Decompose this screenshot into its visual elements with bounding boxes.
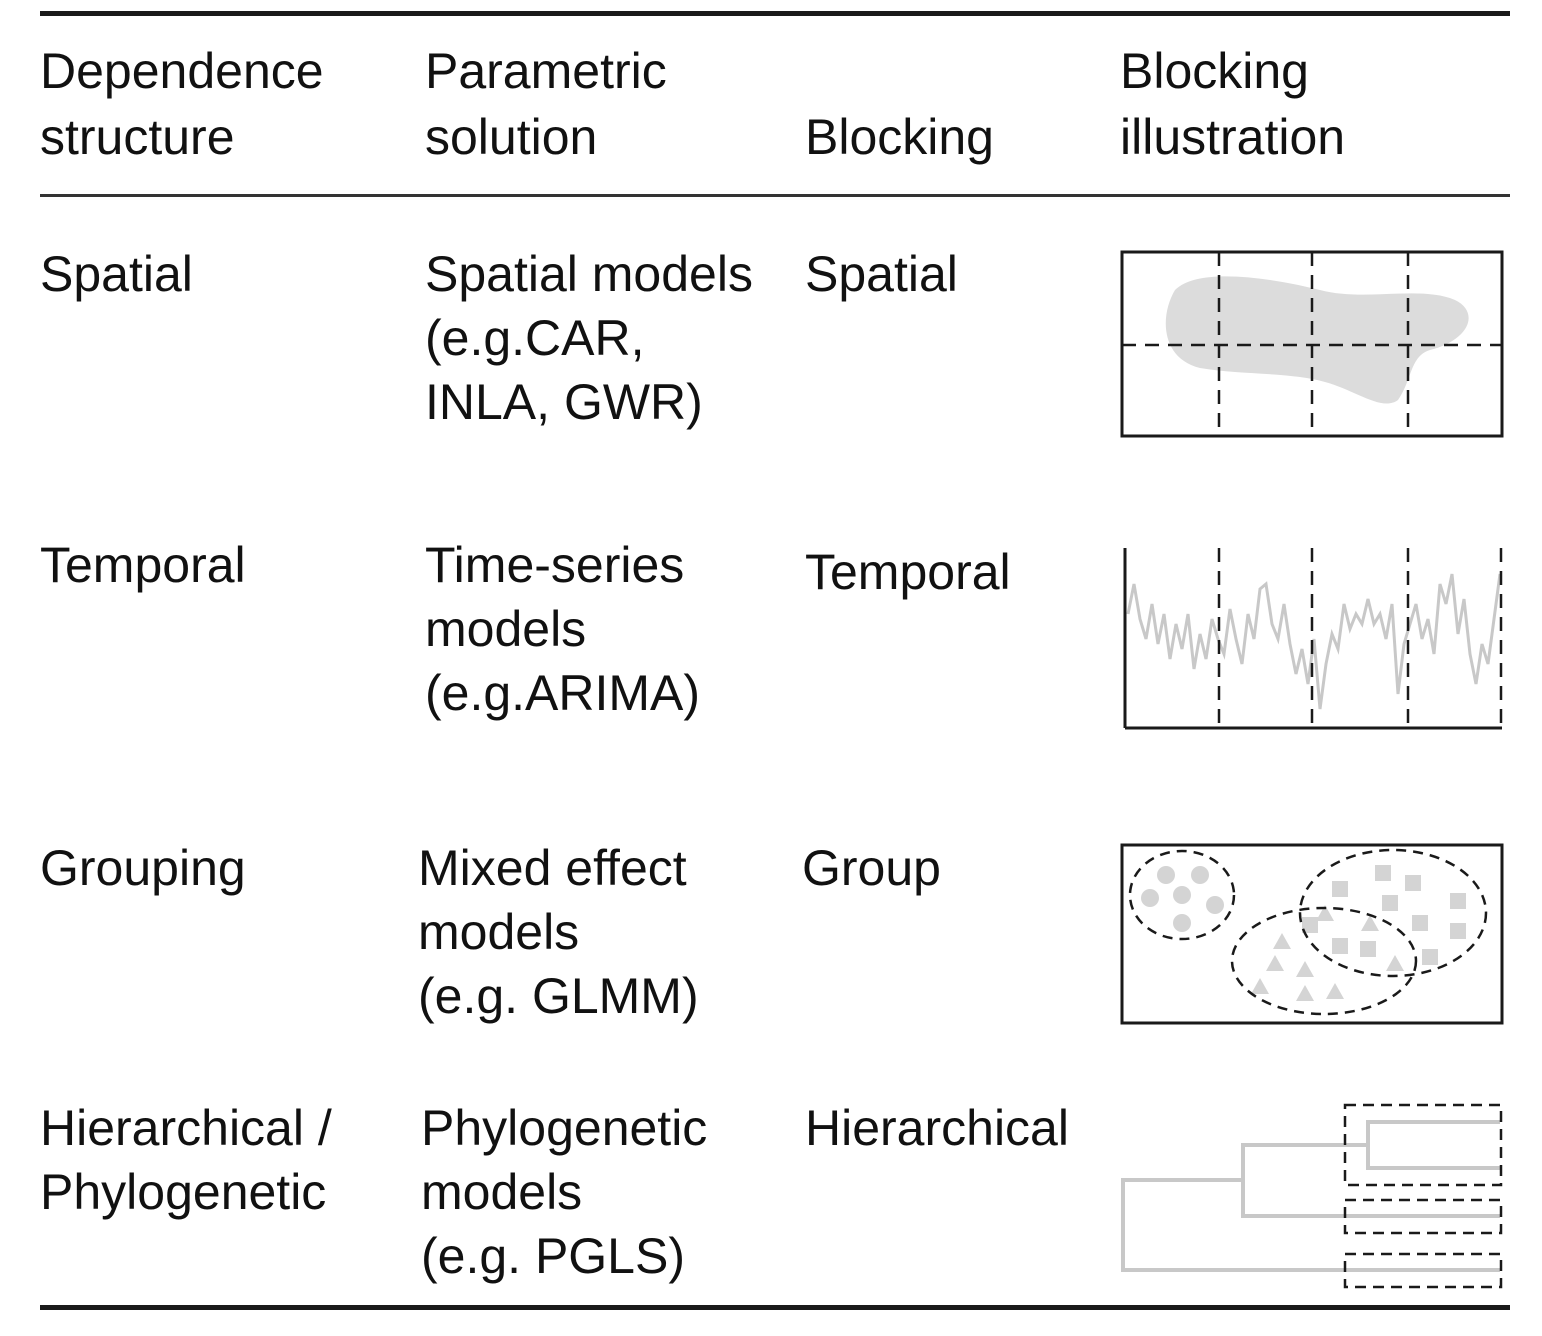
row-blocking: Spatial — [805, 246, 958, 302]
header-blocking: Blocking — [805, 109, 994, 165]
temporal-blocks-icon — [1120, 544, 1505, 734]
row-parametric: Time-series models (e.g.ARIMA) — [425, 537, 701, 721]
row-blocking: Group — [802, 840, 941, 896]
row-parametric: Mixed effect models (e.g. GLMM) — [418, 840, 699, 1024]
row-dependence: Spatial — [40, 246, 193, 302]
row-blocking: Temporal — [805, 544, 1011, 600]
header-dependence-structure: Dependence structure — [40, 43, 324, 165]
spatial-blocks-icon — [1120, 250, 1505, 440]
header-parametric-solution: Parametric solution — [425, 43, 667, 165]
group-blocks-icon — [1120, 843, 1505, 1028]
row-parametric: Spatial models (e.g.CAR, INLA, GWR) — [425, 246, 753, 430]
header-blocking-illustration: Blocking illustration — [1120, 43, 1346, 165]
row-dependence: Grouping — [40, 840, 246, 896]
row-blocking: Hierarchical — [805, 1100, 1069, 1156]
hierarchical-blocks-icon — [1118, 1100, 1508, 1295]
row-dependence: Temporal — [40, 537, 246, 593]
table-header-rule — [40, 194, 1510, 197]
row-dependence: Hierarchical / Phylogenetic — [40, 1100, 332, 1220]
table-bottom-rule — [40, 1305, 1510, 1310]
table-top-rule — [40, 11, 1510, 16]
row-parametric: Phylogenetic models (e.g. PGLS) — [421, 1100, 708, 1284]
